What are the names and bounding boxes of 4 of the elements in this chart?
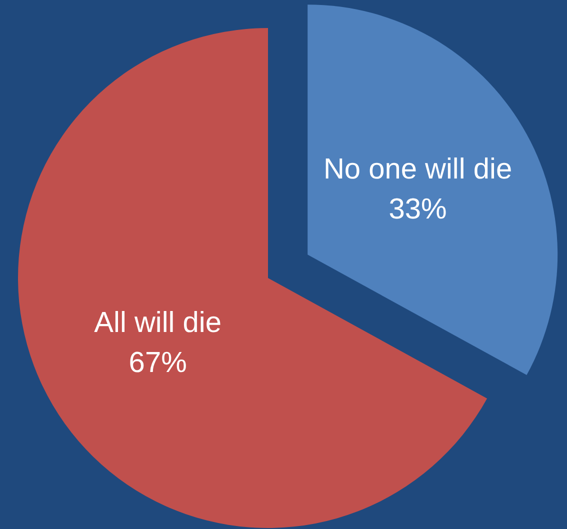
slice-label: All will die [94, 307, 222, 340]
data-label: 33% [388, 193, 447, 226]
data-label: 67% [128, 347, 187, 380]
slice-label: No one will die [323, 153, 512, 186]
